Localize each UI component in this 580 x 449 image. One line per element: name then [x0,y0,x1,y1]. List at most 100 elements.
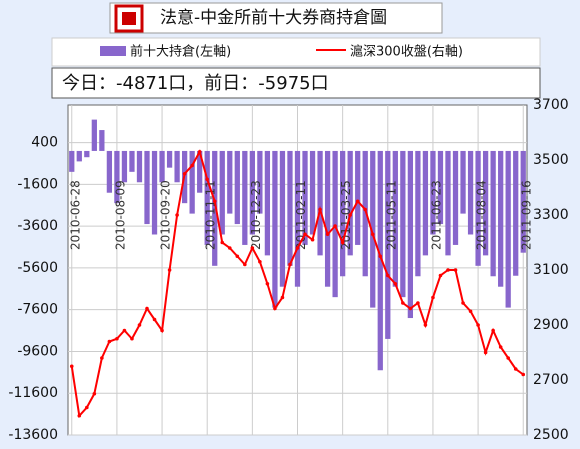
y2-tick-label: 2700 [533,372,569,388]
y-tick-label: -5600 [17,260,58,276]
x-tick-label: 2011-03-25 [339,180,353,250]
bar [302,150,308,245]
bar [294,150,301,287]
line-point [408,306,413,311]
x-tick-label: 2010-09-20 [159,180,173,250]
line-point [160,328,164,333]
bar [482,150,489,256]
line-point [506,356,510,360]
line-point [348,213,352,217]
line-point [212,199,217,204]
line-point [370,232,375,237]
bar [317,150,323,256]
bar [84,150,90,158]
bar [69,150,75,172]
bar [166,150,173,168]
bar [430,150,436,235]
bar [309,150,316,235]
bar [227,150,233,214]
line-point [461,301,465,305]
y-tick-label: -1600 [17,176,58,192]
line-point [303,232,307,237]
bar [460,150,466,214]
line-point [378,254,383,259]
bar [106,150,113,193]
bar [452,150,459,245]
bar [189,150,195,214]
line-point [325,232,330,237]
bar [332,150,338,298]
x-tick-label: 2011-08-04 [475,180,489,250]
bar [91,119,97,151]
bar [144,150,150,225]
bar [257,150,263,214]
line-point [340,240,345,245]
line-point [498,345,503,349]
line-point [137,323,142,327]
legend-label: 前十大持倉(左軸) [130,44,231,60]
y2-tick-label: 3700 [533,97,569,113]
bar [129,150,135,172]
line-point [363,207,368,212]
bar [219,150,225,235]
bar [159,150,165,183]
y-tick-label: -3600 [17,218,58,234]
line-point [190,163,194,168]
line-point [77,413,82,418]
line-point [401,301,405,305]
legend-box [51,37,541,67]
line-point [152,317,157,322]
line-point [115,336,119,341]
line-point [453,268,458,272]
line-point [243,262,247,267]
line-point [438,273,443,278]
bar [76,150,82,162]
line-point [220,240,225,245]
line-point [318,207,322,212]
bar [114,150,120,204]
line-point [258,259,262,264]
line-point [288,262,292,267]
bar [362,150,368,277]
bar [498,150,504,287]
line-point [250,246,255,250]
bar [151,150,158,235]
line-point [235,254,240,259]
x-tick-label: 2010-06-28 [68,180,82,250]
y2-tick-label: 3100 [533,262,569,278]
legend-swatch [100,46,126,56]
x-tick-label: 2011-09-16 [520,180,534,250]
bar [437,150,444,225]
line-point [416,301,420,305]
bar [264,150,271,256]
line-point [92,391,97,396]
bar [272,150,278,308]
bar [400,150,406,298]
line-point [69,364,74,369]
y-tick-label: 400 [31,135,58,151]
bar [136,150,143,183]
y2-tick-label: 2500 [533,427,569,443]
bar [287,150,293,266]
line-point [295,246,300,250]
line-point [227,246,232,250]
line-point [483,350,488,355]
x-tick-label: 2011-06-23 [429,180,443,250]
bar [505,150,511,308]
line-point [205,177,210,182]
bar [355,150,361,245]
legend-label: 滬深300收盤(右軸) [350,44,463,60]
bar [324,150,331,287]
bar [520,150,526,253]
bar [212,150,218,266]
line-point [446,268,450,272]
y-tick-label: -13600 [8,427,58,443]
line-point [431,295,435,300]
bar [99,130,105,151]
y-tick-label: -9600 [17,343,58,359]
bar [422,150,429,256]
bar [445,150,451,256]
line-point [85,405,89,410]
bar [385,150,391,339]
